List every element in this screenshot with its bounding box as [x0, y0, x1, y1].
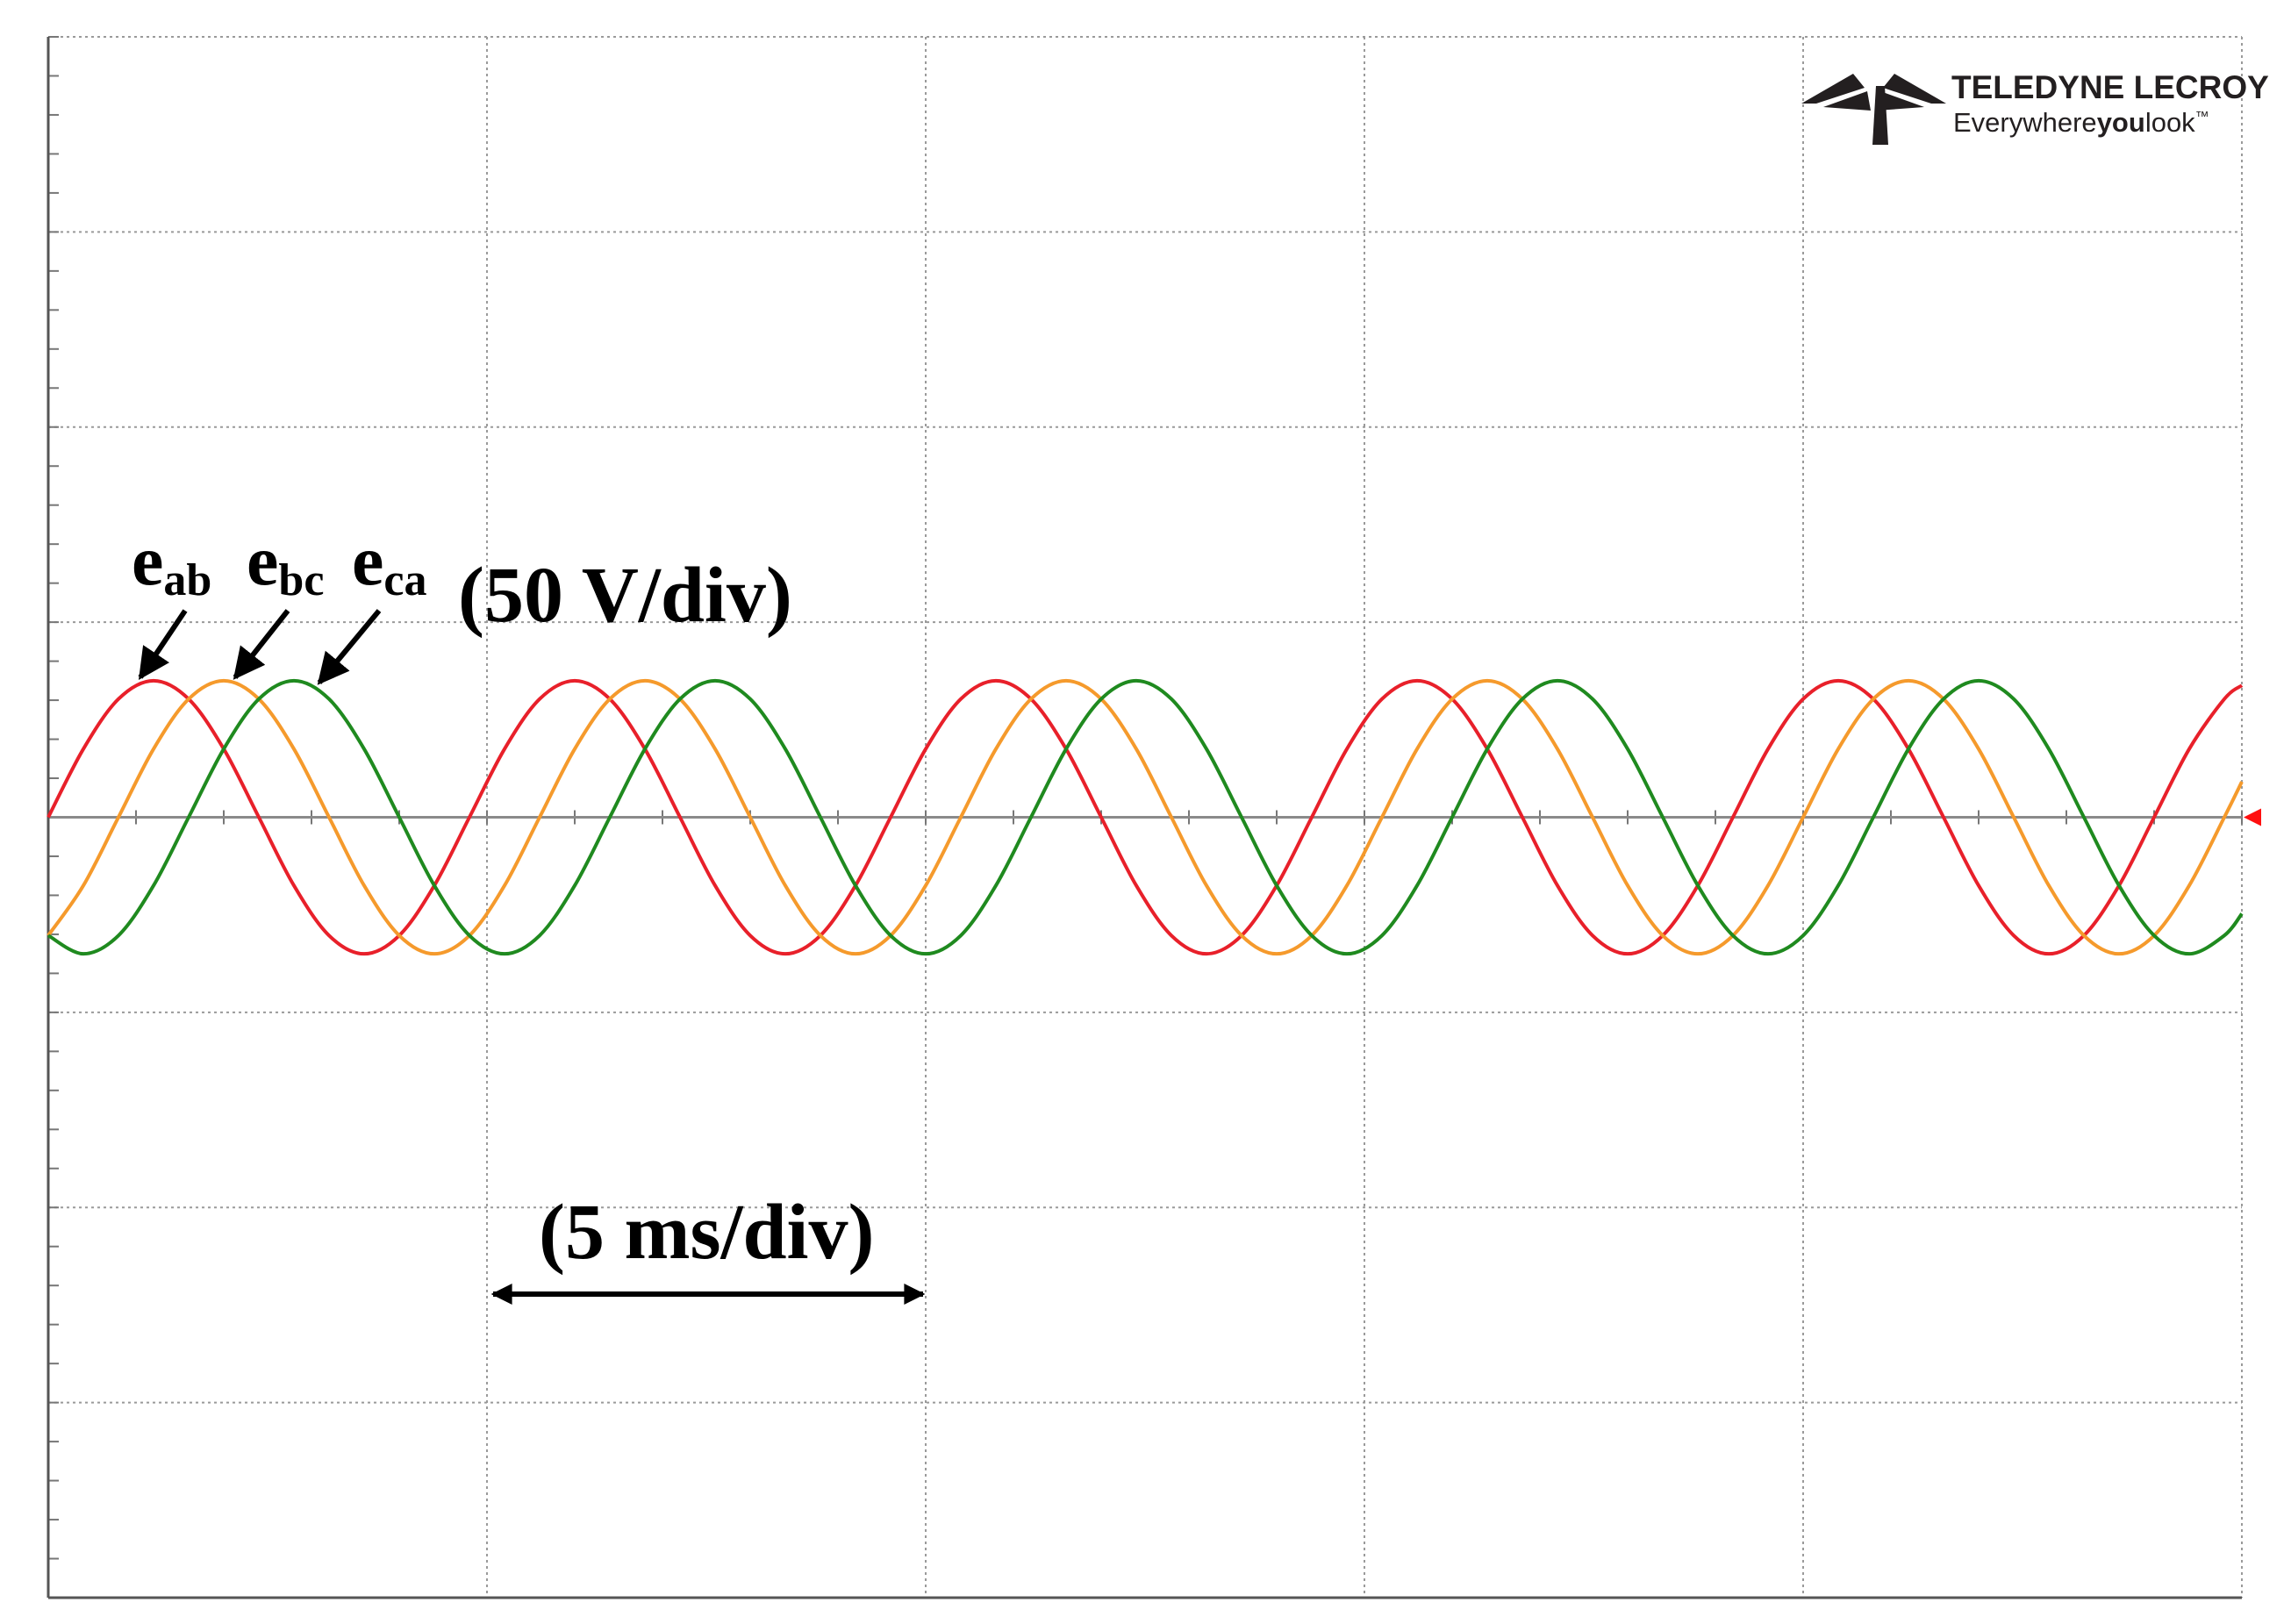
tagline-part: you [2097, 107, 2145, 138]
logo: TELEDYNE LECROY Everywhereyoulook™ [1801, 69, 2269, 145]
trace [47, 678, 2244, 956]
label-arrow [317, 609, 382, 685]
tagline-part: Everywhere [1953, 107, 2097, 138]
trace [47, 678, 2244, 956]
series-label-sub: ab [163, 555, 211, 605]
series-label: ebc [247, 520, 324, 605]
logo-fan [1883, 74, 1946, 104]
series-label-base: e [132, 520, 163, 600]
series-label: eab [132, 520, 211, 605]
series-label: eca [352, 520, 427, 605]
series-label-sub: bc [278, 555, 324, 605]
ground-marker [2244, 808, 2261, 826]
tagline-part: look [2145, 107, 2195, 138]
traces [47, 678, 2244, 956]
trademark: ™ [2195, 110, 2209, 125]
label-arrow [138, 609, 188, 680]
logo-fan [1823, 91, 1871, 111]
logo-tagline: Everywhereyoulook™ [1953, 107, 2209, 138]
logo-name: TELEDYNE LECROY [1951, 69, 2269, 105]
logo-fan [1801, 74, 1865, 104]
trace [47, 678, 2244, 956]
series-label-base: e [247, 520, 278, 600]
volt-scale: (50 V/div) [458, 552, 792, 639]
logo-fan [1877, 91, 1924, 111]
label-arrow [233, 609, 290, 680]
series-label-base: e [352, 520, 383, 600]
series-label-sub: ca [383, 555, 426, 605]
time-scale: (5 ms/div) [539, 1189, 875, 1276]
